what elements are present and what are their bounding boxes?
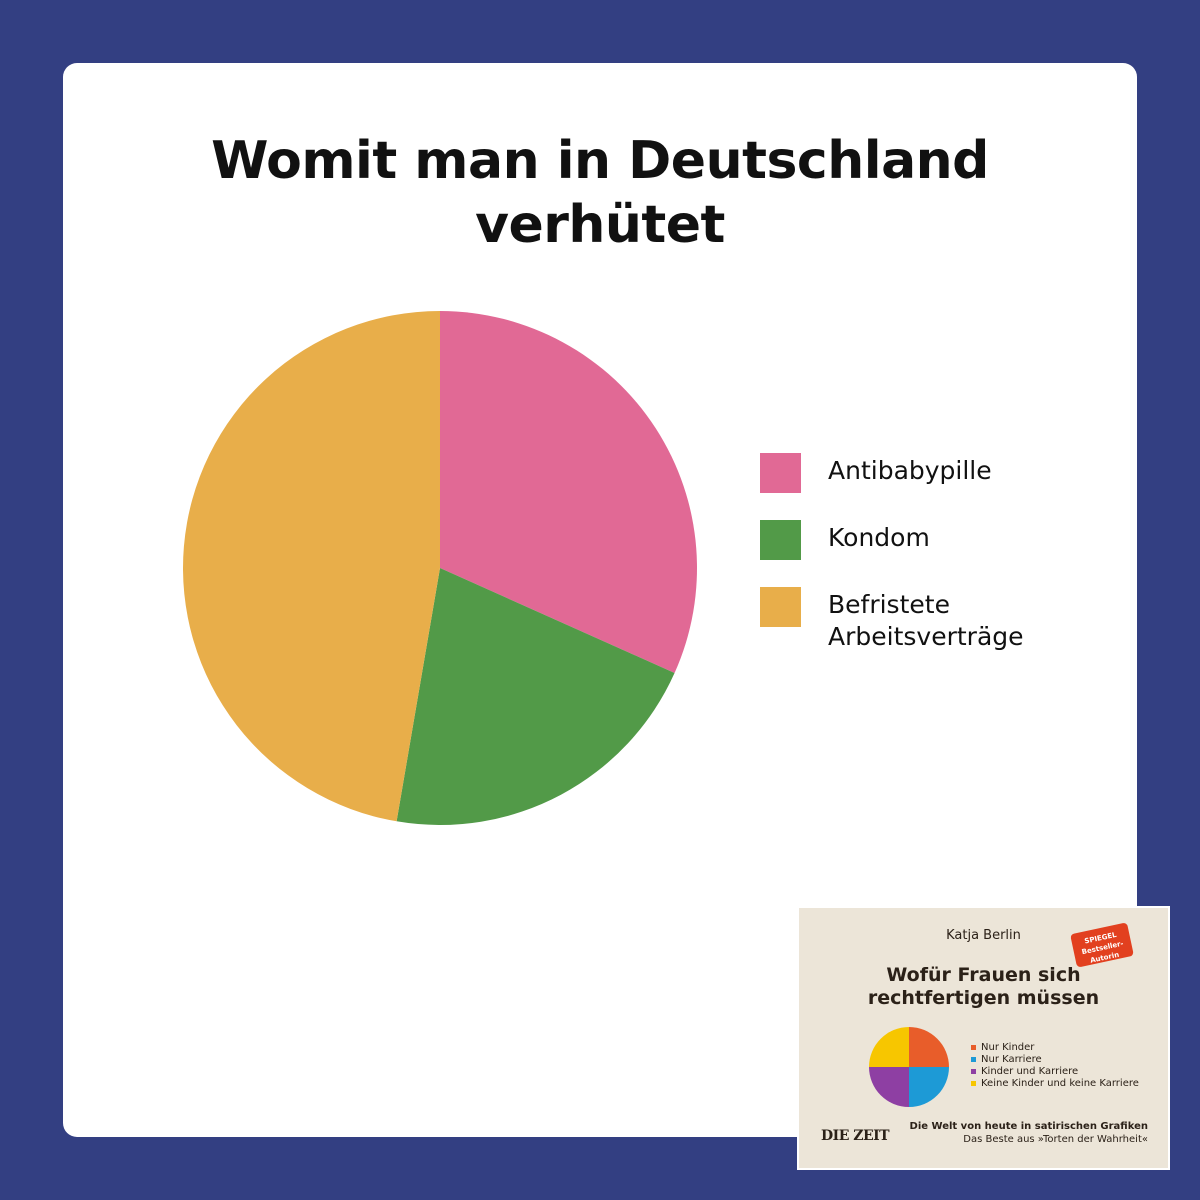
book-subtitle: Die Welt von heute in satirischen Grafik… bbox=[910, 1120, 1148, 1146]
pie-slice-antibabypille bbox=[440, 311, 697, 674]
legend-item-kondom: Kondom bbox=[760, 520, 1080, 580]
book-legend-item: Nur Karriere bbox=[971, 1054, 1139, 1066]
book-legend-swatch bbox=[971, 1069, 976, 1074]
book-legend-label: Nur Kinder bbox=[981, 1042, 1035, 1053]
book-legend-label: Nur Karriere bbox=[981, 1054, 1042, 1065]
legend-swatch-kondom bbox=[760, 520, 801, 560]
legend-item-befristete-arbeitsvertraege: Befristete Arbeitsverträge bbox=[760, 587, 1080, 651]
book-legend-item: Nur Kinder bbox=[971, 1042, 1139, 1054]
book-legend-swatch bbox=[971, 1081, 976, 1086]
legend-swatch-antibabypille bbox=[760, 453, 801, 493]
book-subtitle-line: Das Beste aus »Torten der Wahrheit« bbox=[963, 1134, 1148, 1145]
book-legend-label: Keine Kinder und keine Karriere bbox=[981, 1078, 1139, 1089]
book-legend-label: Kinder und Karriere bbox=[981, 1066, 1079, 1077]
book-legend-swatch bbox=[971, 1045, 976, 1050]
chart-title-line-1: Womit man in Deutschland bbox=[211, 131, 989, 191]
book-title-line-1: Wofür Frauen sich bbox=[886, 964, 1081, 986]
pie-chart bbox=[182, 311, 697, 825]
book-cover: Katja Berlin SPIEGEL Bestseller- Autorin… bbox=[797, 906, 1170, 1170]
pie-slice-kondom bbox=[396, 568, 675, 825]
chart-card: Womit man in Deutschland verhütet Antiba… bbox=[63, 63, 1137, 1137]
legend-label-kondom: Kondom bbox=[828, 523, 930, 552]
book-legend: Nur Kinder Nur Karriere Kinder und Karri… bbox=[971, 1042, 1139, 1090]
book-pie-chart bbox=[869, 1027, 949, 1107]
book-subtitle-bold: Die Welt von heute in satirischen Grafik… bbox=[909, 1121, 1148, 1132]
book-pie-slice bbox=[909, 1067, 949, 1107]
publisher-logo: DIE ZEIT bbox=[821, 1128, 890, 1144]
chart-title-line-2: verhütet bbox=[475, 195, 725, 255]
book-pie-slice bbox=[909, 1027, 949, 1067]
legend-label-antibabypille: Antibabypille bbox=[828, 456, 992, 485]
book-legend-swatch bbox=[971, 1057, 976, 1062]
legend-item-antibabypille: Antibabypille bbox=[760, 453, 1080, 513]
chart-title: Womit man in Deutschland verhütet bbox=[63, 129, 1137, 257]
book-title-line-2: rechtfertigen müssen bbox=[867, 987, 1100, 1009]
book-legend-item: Kinder und Karriere bbox=[971, 1066, 1139, 1078]
legend-swatch-befristete-arbeitsvertraege bbox=[760, 587, 801, 627]
book-pie-slice bbox=[869, 1067, 909, 1107]
book-pie-slice bbox=[869, 1027, 909, 1067]
pie-slice-befristete-arbeitsvertraege bbox=[182, 311, 440, 822]
book-title: Wofür Frauen sich rechtfertigen müssen bbox=[799, 964, 1168, 1010]
book-author: Katja Berlin bbox=[946, 928, 1021, 943]
book-legend-item: Keine Kinder und keine Karriere bbox=[971, 1078, 1139, 1090]
legend-label-befristete-arbeitsvertraege: Befristete Arbeitsverträge bbox=[828, 590, 1024, 651]
